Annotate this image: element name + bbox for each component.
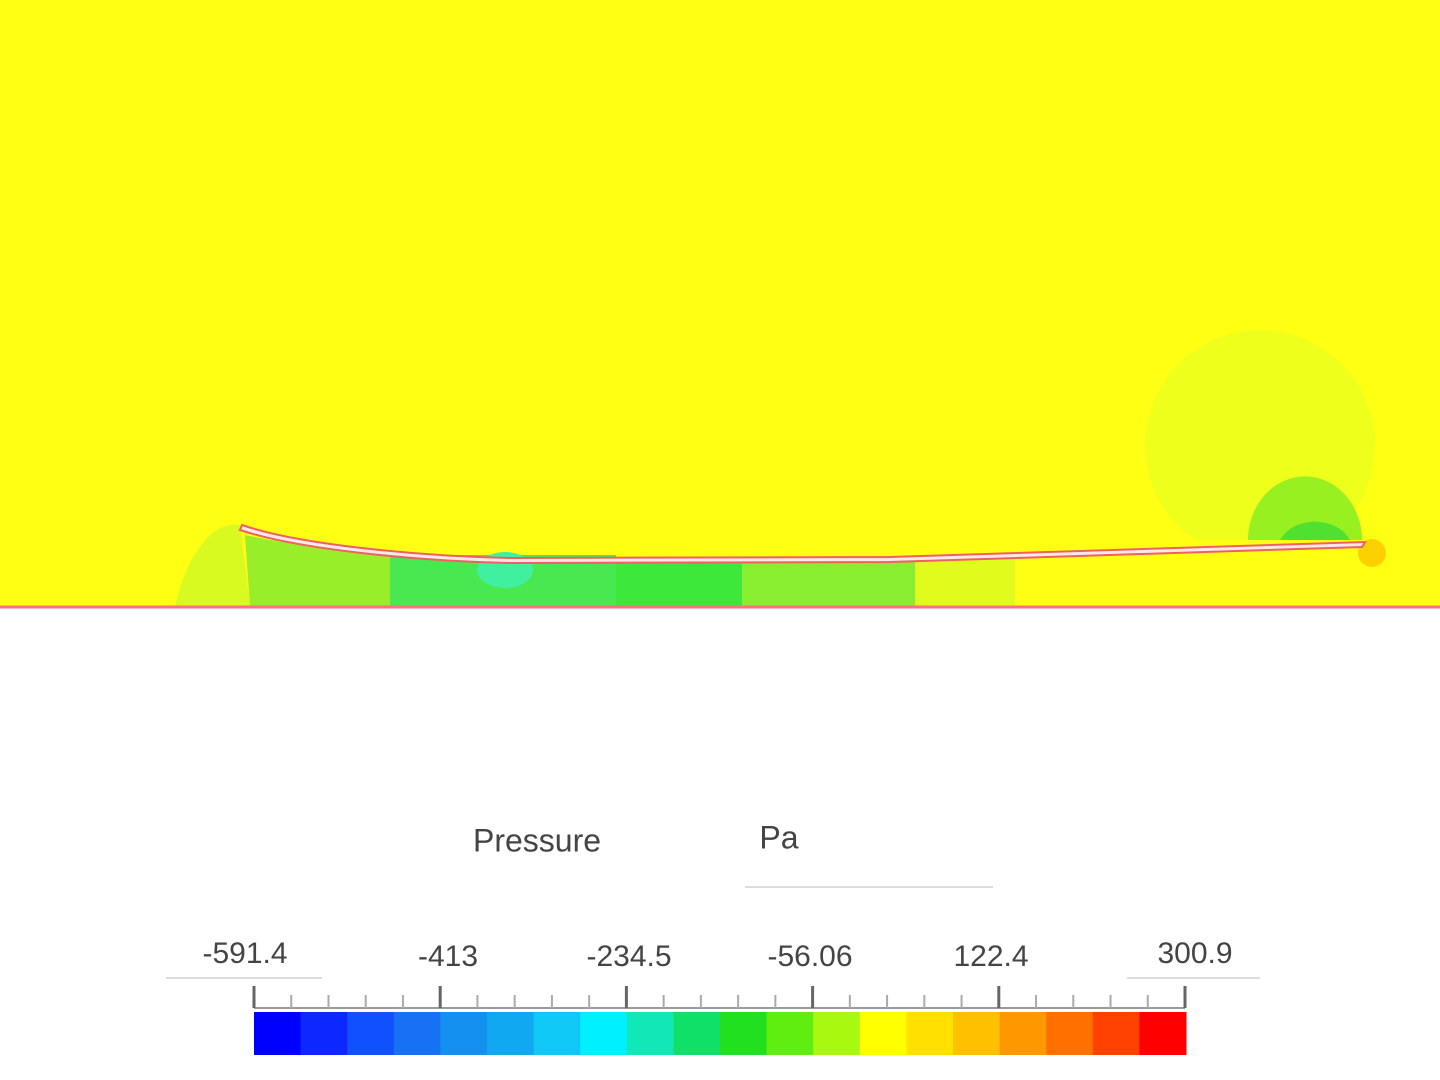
color-swatch [813, 1012, 861, 1055]
contour-region [1280, 521, 1350, 540]
tick-label: -591.4 [202, 937, 287, 970]
legend-unit: Pa [759, 819, 798, 855]
color-swatch [1139, 1012, 1187, 1055]
color-swatch [906, 1012, 954, 1055]
color-swatch [953, 1012, 1001, 1055]
color-swatch [1092, 1012, 1140, 1055]
color-swatch [673, 1012, 721, 1055]
color-swatch [626, 1012, 674, 1055]
legend: Pressure Pa -591.4 -413 -234.5 -56.06 122.4 3… [166, 819, 1260, 1055]
color-swatch [999, 1012, 1047, 1055]
color-swatch [393, 1012, 441, 1055]
contour-region [1248, 476, 1362, 540]
pressure-field [0, 0, 1440, 609]
color-swatch [300, 1012, 348, 1055]
tick-label: 122.4 [953, 940, 1028, 973]
contour-region [1358, 539, 1386, 567]
contour-region [742, 557, 915, 607]
color-swatch [1046, 1012, 1094, 1055]
color-swatch [580, 1012, 628, 1055]
color-swatch [533, 1012, 581, 1055]
contour-region [915, 556, 1015, 607]
legend-title: Pressure [473, 822, 601, 858]
color-swatch [440, 1012, 488, 1055]
board-outline [238, 523, 1367, 565]
contour-region [175, 524, 250, 607]
tick-label: -234.5 [586, 940, 671, 973]
color-swatch [720, 1012, 768, 1055]
tick-label: -413 [418, 940, 478, 973]
tick-label: 300.9 [1157, 937, 1232, 970]
color-swatch [766, 1012, 814, 1055]
color-bar [254, 1012, 1187, 1055]
color-swatch [347, 1012, 395, 1055]
color-swatch [254, 1012, 302, 1055]
color-swatch [487, 1012, 535, 1055]
color-swatch [859, 1012, 907, 1055]
tick-label: -56.06 [767, 940, 852, 973]
color-bar-ticks: -591.4 -413 -234.5 -56.06 122.4 300.9 [202, 937, 1233, 1009]
contour-region [616, 557, 742, 607]
